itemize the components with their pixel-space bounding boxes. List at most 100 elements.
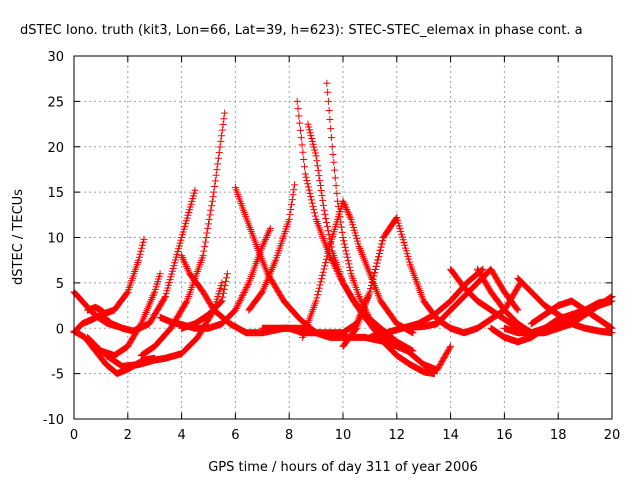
data-point	[371, 269, 379, 277]
data-point	[326, 116, 334, 124]
data-point	[367, 285, 375, 293]
data-point	[287, 205, 295, 213]
data-point	[346, 212, 354, 220]
data-point	[318, 271, 326, 279]
data-point	[316, 281, 324, 289]
data-point	[329, 151, 337, 159]
y-tick-label: 25	[47, 95, 64, 110]
data-point	[234, 301, 242, 309]
data-point	[315, 284, 323, 292]
data-point	[342, 204, 350, 212]
data-point	[208, 197, 216, 205]
data-point	[343, 205, 351, 213]
data-point	[356, 294, 364, 302]
data-point	[314, 167, 322, 175]
data-point	[446, 344, 454, 352]
data-point	[200, 247, 208, 255]
data-point	[346, 214, 354, 222]
data-point	[137, 247, 145, 255]
data-point	[345, 210, 353, 218]
x-tick-label: 14	[442, 428, 459, 443]
data-point	[338, 228, 346, 236]
data-point	[607, 324, 615, 332]
data-point	[294, 105, 302, 113]
data-point	[366, 288, 374, 296]
data-point	[296, 126, 304, 134]
data-point	[240, 288, 248, 296]
x-tick-label: 12	[389, 428, 406, 443]
data-point	[371, 266, 379, 274]
data-point	[216, 143, 224, 151]
data-point	[323, 79, 331, 87]
data-point	[344, 257, 352, 265]
data-point	[316, 177, 324, 185]
data-point	[211, 182, 219, 190]
data-point	[178, 253, 186, 261]
data-point	[222, 278, 230, 286]
series-14	[245, 181, 299, 314]
data-point	[180, 257, 188, 265]
data-point	[323, 252, 331, 260]
data-point	[513, 305, 521, 313]
data-point	[332, 182, 340, 190]
data-point	[138, 244, 146, 252]
data-point	[306, 129, 314, 137]
data-point	[261, 237, 269, 245]
data-point	[301, 163, 309, 171]
x-tick-label: 16	[496, 428, 513, 443]
data-point	[314, 162, 322, 170]
data-point	[213, 166, 221, 174]
data-point	[221, 281, 229, 289]
data-point	[346, 267, 354, 274]
data-point	[233, 303, 241, 311]
data-point	[308, 137, 316, 145]
data-point	[265, 228, 273, 236]
x-tick-label: 6	[231, 428, 239, 443]
series-29	[527, 297, 616, 332]
data-point	[201, 243, 209, 251]
data-point	[135, 256, 143, 264]
series-18	[299, 197, 417, 341]
data-point	[235, 300, 243, 308]
data-point	[212, 171, 220, 179]
data-point	[339, 197, 347, 205]
data-point	[368, 278, 376, 286]
data-point	[430, 370, 438, 378]
y-tick-label: 15	[47, 186, 64, 201]
data-point	[296, 119, 304, 127]
data-point	[312, 152, 320, 160]
data-point	[205, 220, 212, 228]
data-point	[375, 253, 383, 261]
data-point	[325, 106, 333, 114]
data-point	[357, 296, 365, 304]
data-point	[342, 247, 350, 255]
series-21	[339, 234, 387, 350]
data-point	[260, 239, 268, 247]
series-24	[393, 265, 522, 332]
y-tick-label: 0	[56, 322, 64, 337]
data-point	[216, 299, 224, 307]
y-axis-label: dSTEC / TECUs	[11, 189, 26, 285]
chart-title: dSTEC Iono. truth (kit3, Lon=66, Lat=39,…	[20, 23, 583, 38]
data-point	[343, 207, 351, 215]
data-point	[325, 246, 333, 254]
data-point	[337, 223, 345, 231]
data-point	[369, 275, 377, 283]
data-point	[322, 255, 330, 263]
data-point	[182, 263, 190, 271]
data-point	[214, 154, 222, 162]
data-point	[310, 143, 318, 151]
data-point	[241, 287, 249, 295]
data-point	[340, 201, 348, 208]
data-point	[305, 126, 313, 134]
data-point	[327, 125, 335, 133]
data-point	[289, 191, 297, 199]
data-points	[70, 79, 616, 378]
data-point	[313, 294, 321, 302]
data-point	[210, 188, 218, 196]
series-22	[366, 265, 487, 341]
data-point	[339, 234, 347, 241]
data-point	[331, 174, 339, 182]
data-point	[379, 234, 387, 241]
data-point	[317, 278, 325, 286]
